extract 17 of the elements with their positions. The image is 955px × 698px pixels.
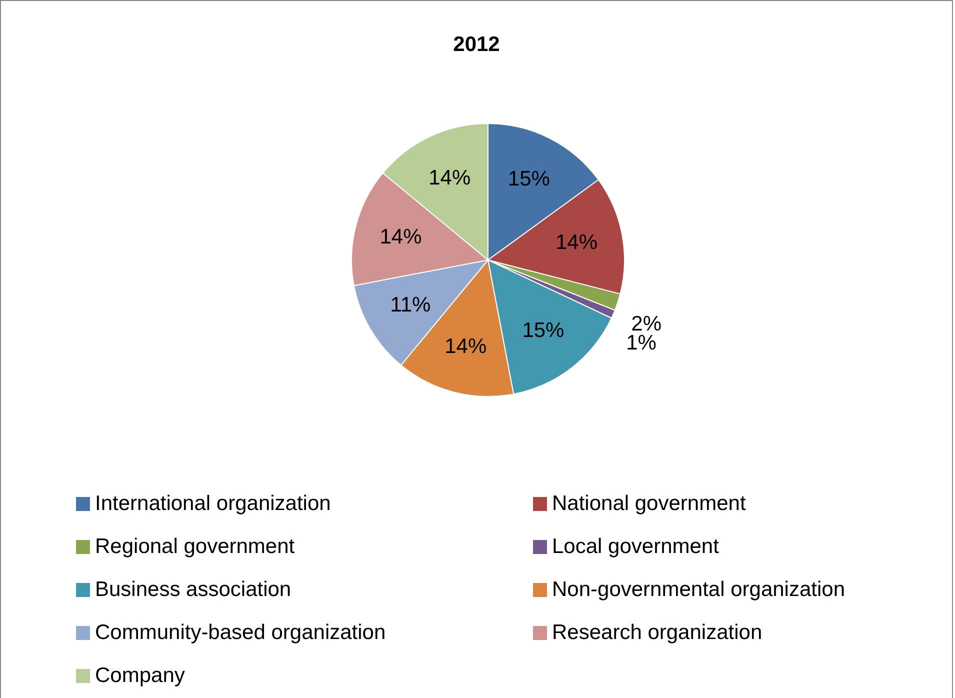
data-label: 15% [522,318,564,342]
legend-label: Company [95,664,185,688]
legend-label: National government [552,492,746,516]
data-label: 14% [555,230,598,254]
data-label: 14% [380,225,422,248]
legend-label: Regional government [95,535,295,559]
legend-label: International organization [95,492,331,516]
legend-label: Research organization [552,621,762,645]
data-label: 14% [444,335,487,358]
data-label: 15% [508,168,550,191]
legend-label: Local government [552,535,719,559]
legend-label: Community-based organization [95,621,386,645]
data-label: 14% [428,166,471,190]
legend-label: Non-governmental organization [552,578,846,602]
chart-title: 2012 [452,33,501,57]
legend-label: Business association [95,578,292,602]
data-label: 11% [390,294,431,317]
